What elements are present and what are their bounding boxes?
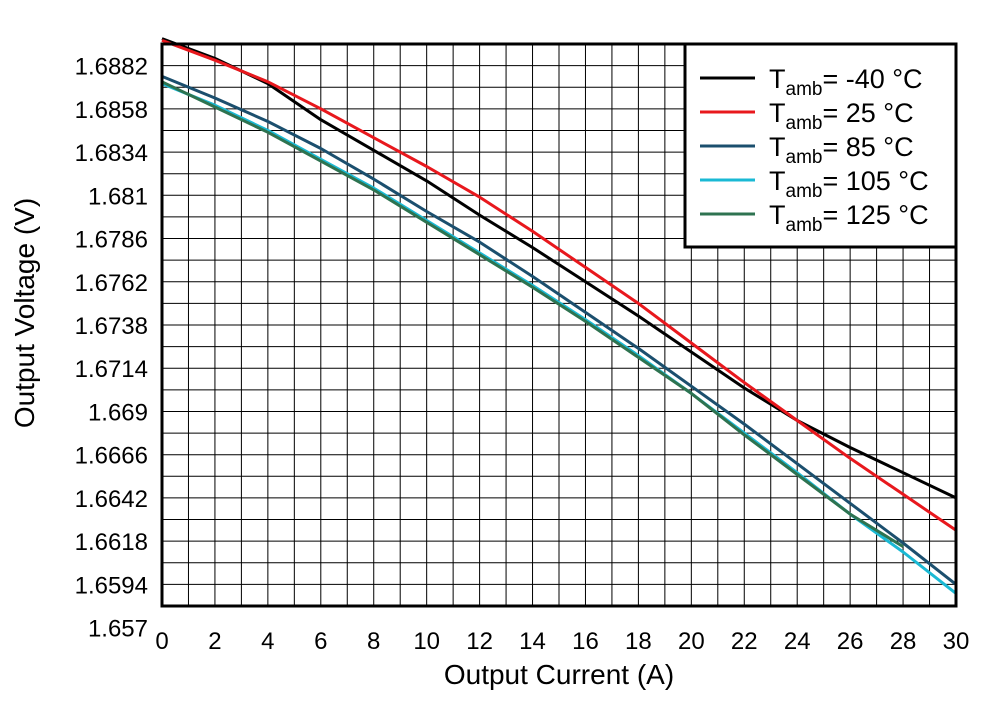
x-tick-labels: 0 2 4 6 8 10 12 14 16 18 20 22 24 26 28 30 [155, 628, 969, 655]
x-tick-label: 0 [155, 628, 168, 655]
y-tick-label: 1.6858 [75, 97, 148, 124]
y-tick-label: 1.6594 [75, 572, 148, 599]
y-tick-label: 1.6618 [75, 529, 148, 556]
legend-label-25: Tamb= 25 °C [769, 98, 914, 134]
y-tick-label: 1.657 [88, 616, 148, 643]
y-tick-label: 1.6666 [75, 443, 148, 470]
x-tick-label: 8 [367, 628, 380, 655]
x-tick-label: 30 [943, 628, 970, 655]
y-tick-label: 1.669 [88, 399, 148, 426]
x-tick-label: 18 [625, 628, 652, 655]
series-line--40 [161, 37, 957, 500]
y-axis-label: Output Voltage (V) [9, 198, 40, 428]
series-line-125 [161, 80, 904, 548]
x-tick-label: 12 [466, 628, 493, 655]
y-tick-labels: 1.6882 1.6858 1.6834 1.681 1.6786 1.6762 1.673… [75, 54, 148, 643]
legend-label-85: Tamb= 85 °C [769, 132, 914, 168]
x-tick-label: 20 [678, 628, 705, 655]
legend-label-125: Tamb= 125 °C [769, 200, 929, 236]
y-tick-label: 1.6882 [75, 54, 148, 81]
x-tick-label: 14 [519, 628, 546, 655]
plot-frame [160, 42, 958, 608]
x-axis-label: Output Current (A) [444, 659, 674, 690]
x-tick-label: 26 [837, 628, 864, 655]
series-lines [161, 37, 957, 595]
y-tick-label: 1.6834 [75, 140, 148, 167]
series-line-25 [161, 38, 957, 532]
x-tick-label: 6 [314, 628, 327, 655]
y-tick-label: 1.6714 [75, 356, 148, 383]
legend-label--40: Tamb= -40 °C [769, 64, 923, 100]
x-tick-label: 24 [784, 628, 811, 655]
y-tick-label: 1.6642 [75, 486, 148, 513]
x-tick-label: 22 [731, 628, 758, 655]
x-tick-label: 2 [208, 628, 221, 655]
y-tick-label: 1.681 [88, 183, 148, 210]
legend-label-105: Tamb= 105 °C [769, 166, 929, 202]
x-tick-label: 16 [572, 628, 599, 655]
x-tick-label: 4 [261, 628, 274, 655]
x-tick-label: 28 [890, 628, 917, 655]
y-tick-label: 1.6786 [75, 227, 148, 254]
y-tick-label: 1.6738 [75, 313, 148, 340]
series-line-85 [161, 75, 957, 586]
x-tick-label: 10 [413, 628, 440, 655]
y-tick-label: 1.6762 [75, 270, 148, 297]
